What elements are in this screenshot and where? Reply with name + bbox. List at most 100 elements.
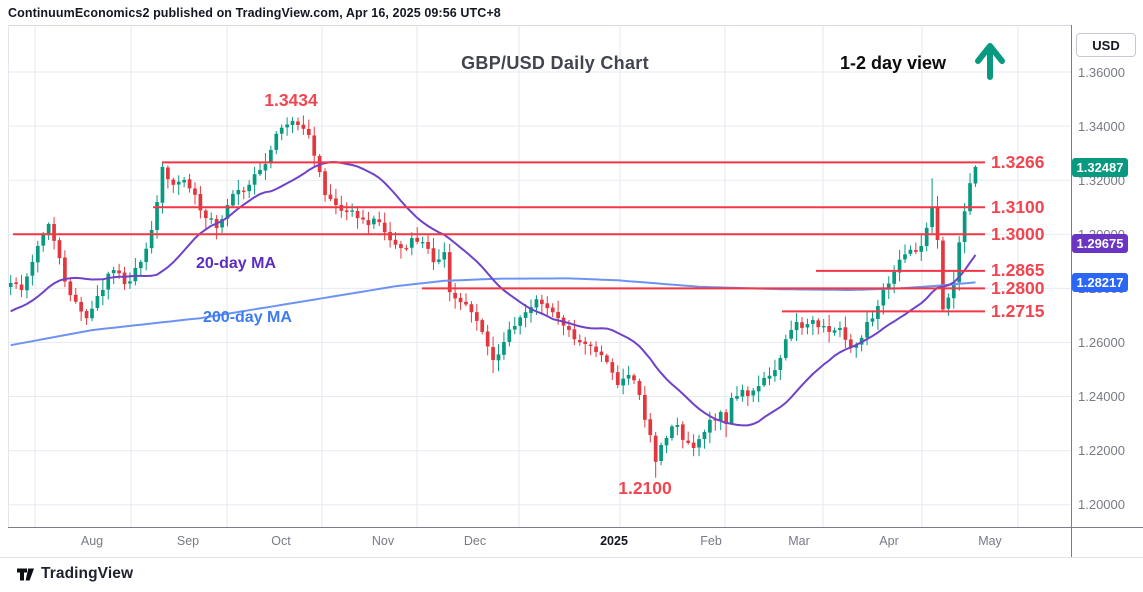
candle-up xyxy=(279,127,284,134)
candle-down xyxy=(187,179,192,189)
swing-annotation: 1.2100 xyxy=(618,478,672,498)
candle-up xyxy=(512,325,517,330)
candle-down xyxy=(686,440,691,443)
price-axis-divider[interactable] xyxy=(1071,25,1072,557)
candle-up xyxy=(30,261,35,276)
candle-up xyxy=(128,281,132,284)
time-axis-divider[interactable] xyxy=(8,527,1143,528)
level-price-label[interactable]: 1.2715 xyxy=(991,300,1045,321)
candle-down xyxy=(344,210,349,213)
candle-down xyxy=(79,301,84,312)
candle-up xyxy=(735,396,739,399)
price-badge-ma20: 1.29675 xyxy=(1072,233,1128,253)
grid-lines xyxy=(8,25,1071,527)
tradingview-logo-icon xyxy=(17,568,34,580)
candle-down xyxy=(691,442,696,448)
candle-down xyxy=(193,188,197,195)
candle-down xyxy=(648,419,653,436)
candle-down xyxy=(583,341,588,344)
level-price-label[interactable]: 1.2865 xyxy=(991,260,1045,281)
candle-down xyxy=(377,219,382,223)
x-axis-label: Apr xyxy=(879,534,899,548)
candle-up xyxy=(756,386,761,392)
x-axis-label: Sep xyxy=(176,534,200,548)
currency-usd-button[interactable]: USD xyxy=(1076,33,1136,57)
candle-up xyxy=(437,259,441,262)
y-tick-label: 1.36000 xyxy=(1078,64,1125,80)
candle-down xyxy=(491,347,495,361)
candle-down xyxy=(637,381,642,395)
candle-down xyxy=(485,331,490,347)
candle-down xyxy=(296,121,300,125)
candle-down xyxy=(241,190,246,192)
candle-up xyxy=(269,149,273,164)
candle-down xyxy=(73,294,78,302)
plot-left-border xyxy=(8,25,9,527)
candle-up xyxy=(247,184,252,192)
candle-up xyxy=(670,426,674,438)
candle-up xyxy=(805,324,810,328)
level-price-label[interactable]: 1.3100 xyxy=(991,196,1045,217)
candle-down xyxy=(567,325,571,331)
candle-up xyxy=(951,282,956,299)
candle-up xyxy=(973,166,978,184)
candle-down xyxy=(361,217,365,220)
candle-down xyxy=(642,394,647,420)
y-tick-label: 1.20000 xyxy=(1078,497,1125,513)
publish-header: ContinuumEconomics2 published on Trading… xyxy=(8,6,501,20)
candle-up xyxy=(534,299,539,308)
candle-up xyxy=(371,218,376,225)
candle-up xyxy=(144,248,149,263)
candle-up xyxy=(886,283,891,288)
candle-up xyxy=(496,354,501,361)
plot-top-border xyxy=(8,25,1071,26)
candle-up xyxy=(409,238,414,248)
level-price-label[interactable]: 1.3000 xyxy=(991,223,1045,244)
level-price-label[interactable]: 1.2800 xyxy=(991,277,1045,298)
y-tick-label: 1.26000 xyxy=(1078,335,1125,350)
price-badge-ma200: 1.28217 xyxy=(1072,273,1128,293)
candle-down xyxy=(464,301,468,305)
candle-down xyxy=(415,237,420,242)
x-axis-label: Nov xyxy=(371,534,395,548)
candle-up xyxy=(708,419,712,433)
x-axis-label: Aug xyxy=(80,534,104,548)
candlestick-series xyxy=(8,115,978,478)
candle-down xyxy=(545,303,550,309)
candle-up xyxy=(274,133,279,150)
price-badge-last: 1.32487 xyxy=(1072,157,1128,177)
candle-up xyxy=(350,210,355,212)
candle-up xyxy=(35,245,40,263)
candle-up xyxy=(182,179,186,183)
candle-down xyxy=(68,281,73,296)
candle-down xyxy=(203,210,208,219)
candle-down xyxy=(800,322,804,328)
brand-bar-divider xyxy=(0,557,1143,558)
ma200-label: 200-day MA xyxy=(203,309,292,326)
ma20-line xyxy=(10,161,977,427)
candle-up xyxy=(908,249,913,254)
candle-up xyxy=(783,339,788,358)
candle-up xyxy=(252,174,257,185)
candle-down xyxy=(399,244,403,249)
candle-up xyxy=(957,242,962,283)
candle-up xyxy=(111,270,116,274)
candle-down xyxy=(843,327,848,340)
candle-down xyxy=(382,222,387,233)
candle-down xyxy=(540,299,544,305)
candle-down xyxy=(935,206,940,240)
level-price-label[interactable]: 1.3266 xyxy=(991,151,1045,172)
tradingview-brand-link[interactable]: TradingView xyxy=(17,565,133,583)
candle-down xyxy=(328,194,333,200)
candle-up xyxy=(854,344,859,348)
candle-up xyxy=(225,205,230,219)
candle-down xyxy=(166,167,170,180)
candle-down xyxy=(827,326,831,332)
candle-up xyxy=(919,245,924,252)
candle-down xyxy=(306,128,311,136)
candle-up xyxy=(838,327,842,330)
candle-down xyxy=(117,270,121,274)
candle-up xyxy=(8,282,13,288)
